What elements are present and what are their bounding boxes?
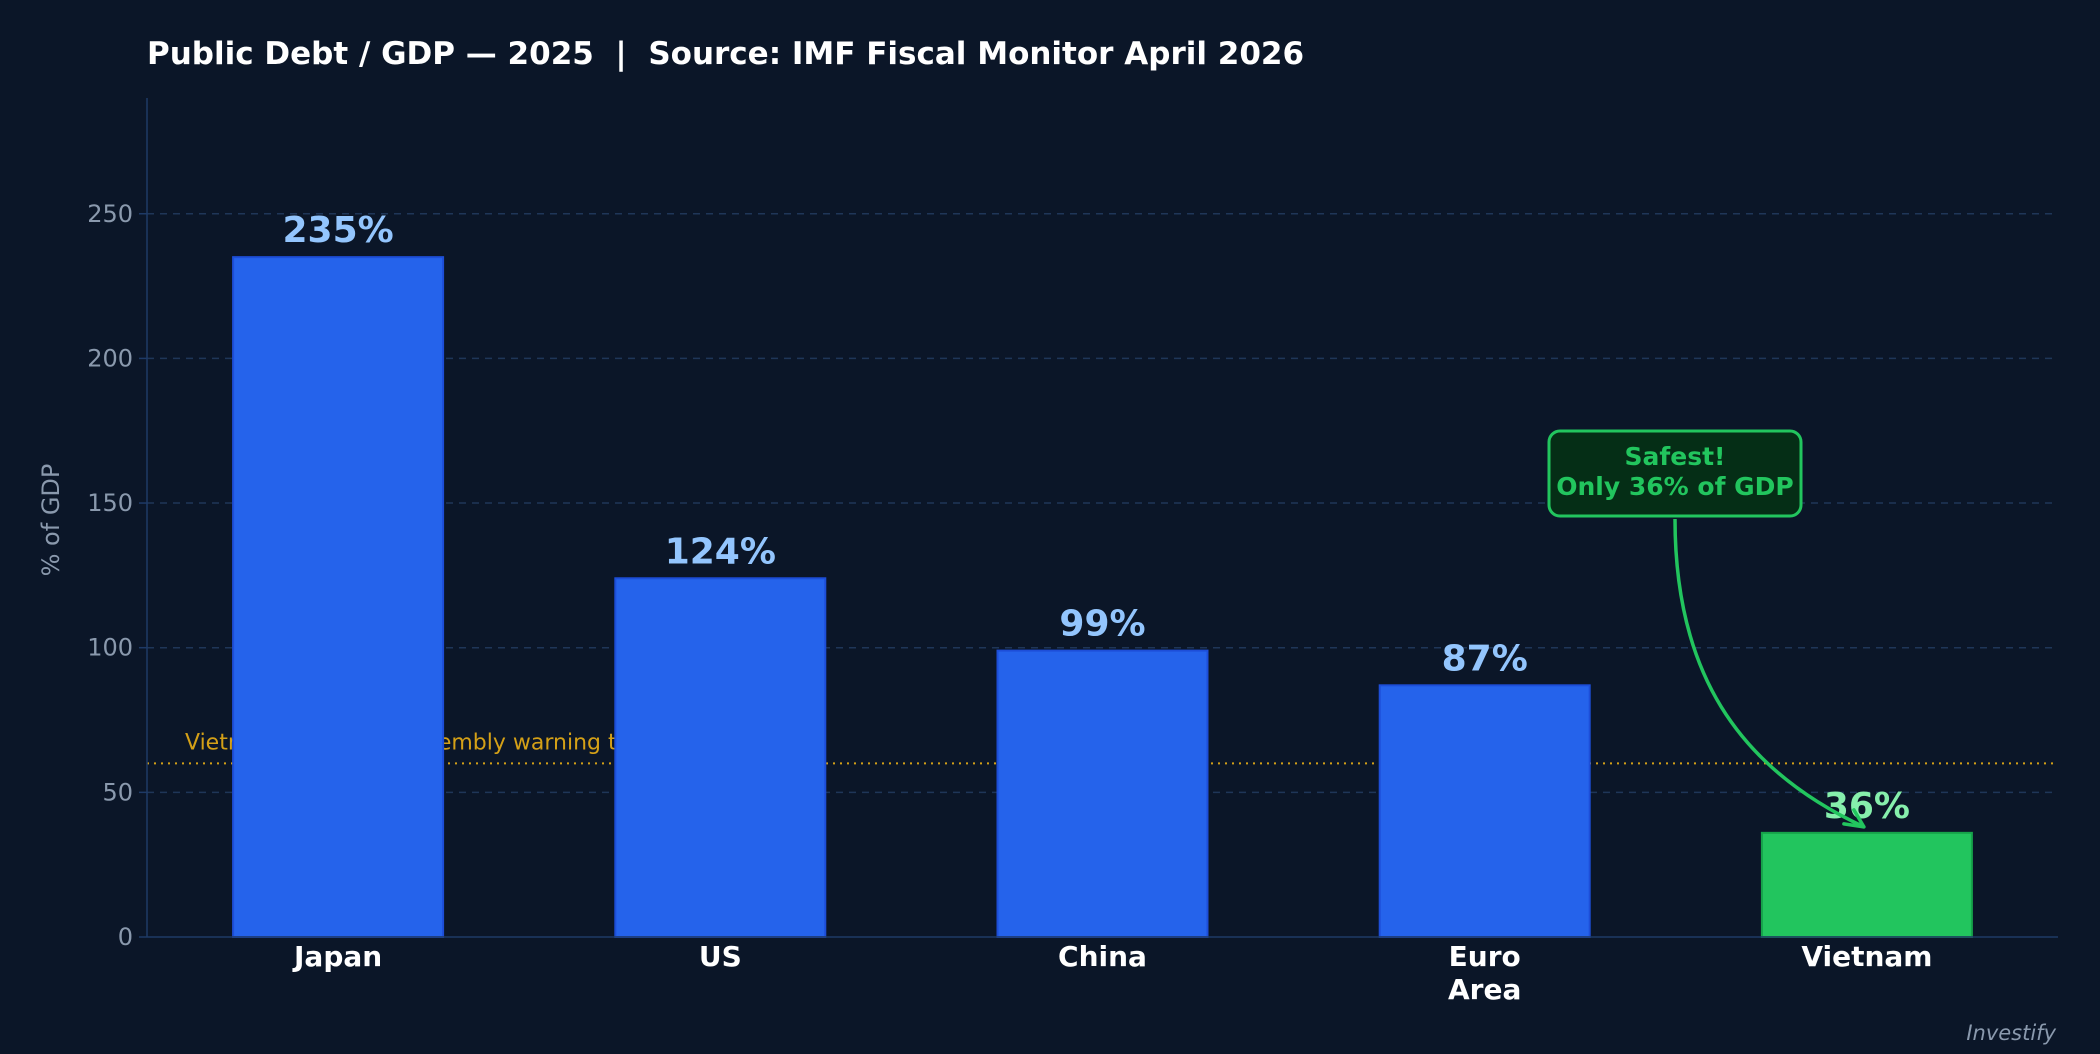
y-axis-label: % of GDP (37, 464, 65, 577)
value-label-1: 124% (665, 531, 776, 572)
bar-2 (996, 649, 1209, 939)
callout-text-1: Only 36% of GDP (1556, 472, 1794, 501)
callout-text-0: Safest! (1625, 442, 1726, 471)
value-label-2: 99% (1059, 604, 1145, 645)
y-tick-label-50: 50 (102, 778, 133, 806)
category-label-1-0: US (699, 940, 742, 973)
y-tick-label-200: 200 (87, 344, 133, 372)
category-label-0-0: Japan (292, 940, 382, 973)
bar-4 (1760, 831, 1973, 938)
watermark: Investify (1966, 1021, 2056, 1045)
value-label-0: 235% (282, 210, 393, 251)
y-tick-label-0: 0 (118, 923, 133, 951)
bar-0 (232, 256, 445, 938)
bar-3 (1378, 684, 1591, 939)
grid-lines (147, 213, 2058, 794)
chart-title: Public Debt / GDP — 2025 | Source: IMF F… (147, 36, 1304, 72)
category-label-3-0: Euro (1449, 940, 1521, 973)
bars (232, 256, 1973, 939)
value-labels: 235% 124% 99% 87% 36% (282, 210, 1909, 827)
category-label-3-1: Area (1448, 973, 1521, 1006)
y-tick-label-150: 150 (87, 489, 133, 517)
category-label-2-0: China (1058, 940, 1147, 973)
value-label-3: 87% (1442, 638, 1528, 679)
callout-box (1547, 429, 1803, 518)
callout-arrowhead (1842, 808, 1866, 829)
value-label-4: 36% (1824, 786, 1910, 827)
bar-1 (614, 577, 827, 938)
y-tick-label-250: 250 (87, 200, 133, 228)
callout-arrow (1673, 518, 1865, 829)
axes: 0 50 100 150 200 250 (87, 98, 2058, 951)
category-label-4-0: Vietnam (1801, 940, 1932, 973)
callout-annotation: Safest!Only 36% of GDP (1547, 429, 1866, 829)
y-tick-label-100: 100 (87, 634, 133, 662)
